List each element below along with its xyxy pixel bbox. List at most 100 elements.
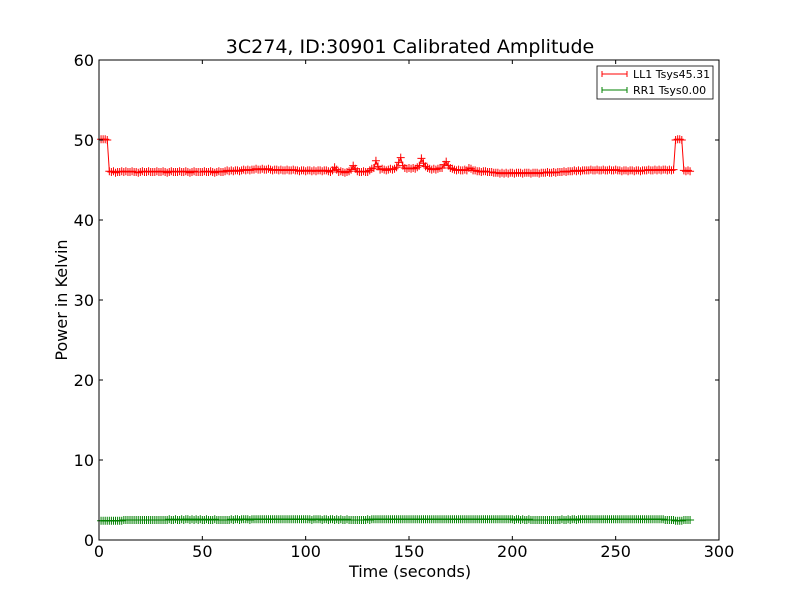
data-point — [636, 167, 645, 176]
x-axis-label: Time (seconds) — [348, 562, 471, 581]
series-2 — [97, 515, 695, 525]
legend-label-ll1: LL1 Tsys45.31 — [633, 68, 710, 81]
data-point — [109, 167, 118, 176]
y-tick-label: 50 — [74, 131, 94, 150]
data-point — [365, 516, 374, 524]
data-point — [423, 164, 432, 172]
data-point — [510, 169, 519, 178]
data-point — [367, 164, 376, 173]
data-point — [518, 169, 527, 178]
y-axis-label: Power in Kelvin — [52, 239, 71, 360]
data-point — [417, 154, 426, 163]
chart-title: 3C274, ID:30901 Calibrated Amplitude — [226, 36, 594, 58]
data-point — [289, 165, 298, 174]
data-point — [481, 167, 490, 176]
x-tick-label: 200 — [497, 542, 528, 561]
data-point — [415, 161, 424, 170]
data-point — [128, 167, 137, 176]
data-point — [343, 168, 351, 176]
data-point — [487, 168, 496, 176]
data-point — [347, 165, 356, 174]
data-point — [219, 168, 227, 176]
data-point — [181, 167, 190, 176]
data-point — [524, 515, 533, 524]
series-1 — [97, 135, 695, 178]
data-point — [659, 515, 668, 524]
data-point — [677, 516, 686, 525]
data-point — [677, 136, 686, 144]
data-point — [101, 135, 110, 144]
data-point — [421, 162, 430, 171]
data-point — [264, 164, 273, 173]
y-tick-label: 60 — [74, 51, 94, 70]
data-point — [378, 164, 387, 173]
data-point — [336, 167, 345, 176]
data-point — [433, 164, 442, 173]
plot-area-frame — [98, 59, 720, 541]
data-point — [413, 163, 422, 172]
x-tick-label: 250 — [600, 542, 631, 561]
y-tick-label: 10 — [74, 451, 94, 470]
series-layer — [97, 135, 695, 525]
data-point — [210, 515, 219, 524]
data-point — [235, 516, 244, 524]
data-point — [328, 166, 337, 175]
data-point — [392, 163, 401, 172]
data-point — [371, 156, 380, 165]
data-point — [675, 135, 684, 144]
data-point — [526, 169, 535, 178]
data-point — [235, 167, 244, 176]
data-point — [448, 164, 457, 173]
data-point — [326, 168, 335, 176]
y-tick-label: 40 — [74, 211, 94, 230]
data-point — [411, 164, 420, 173]
data-point — [365, 166, 374, 175]
data-point — [190, 167, 199, 176]
y-tick-label: 0 — [84, 531, 94, 550]
data-point — [431, 165, 440, 174]
data-point — [245, 166, 254, 175]
data-point — [440, 160, 449, 169]
data-point — [167, 167, 176, 176]
data-point — [535, 169, 544, 178]
data-point — [684, 166, 692, 175]
data-point — [144, 167, 153, 176]
data-point — [206, 167, 215, 176]
data-point — [324, 167, 333, 176]
data-point — [669, 165, 678, 174]
x-tick-label: 150 — [394, 542, 425, 561]
data-point — [438, 164, 447, 172]
legend-marker-rr1 — [601, 87, 628, 93]
data-point — [551, 168, 560, 177]
data-point — [134, 168, 143, 177]
data-point — [394, 158, 403, 167]
data-point — [576, 167, 585, 176]
data-point — [419, 159, 428, 168]
data-point — [111, 168, 120, 177]
x-tick-label: 300 — [704, 542, 735, 561]
data-point — [464, 164, 473, 172]
data-point — [363, 168, 372, 176]
data-point — [369, 164, 378, 172]
data-point — [307, 516, 316, 524]
data-point — [345, 167, 354, 176]
data-point — [210, 168, 219, 177]
data-point — [686, 167, 695, 176]
data-point — [460, 165, 469, 174]
data-point — [388, 165, 397, 174]
data-point — [572, 516, 581, 524]
data-point — [471, 166, 480, 175]
data-point — [340, 168, 349, 177]
x-tick-label: 100 — [290, 542, 321, 561]
data-point — [390, 164, 399, 173]
legend-label-rr1: RR1 Tsys0.00 — [633, 84, 706, 97]
data-point — [396, 153, 405, 162]
data-point — [159, 167, 168, 176]
legend-marker-ll1 — [601, 71, 628, 77]
data-point — [409, 164, 418, 172]
x-tick-label: 0 — [94, 542, 104, 561]
data-point — [245, 516, 254, 524]
